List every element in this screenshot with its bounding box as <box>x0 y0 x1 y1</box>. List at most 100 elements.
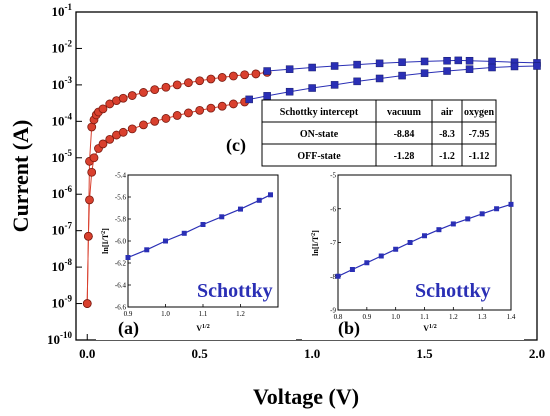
data-point <box>217 73 227 82</box>
inset-x-tick-label: 1.4 <box>507 313 516 321</box>
data-point <box>375 74 384 83</box>
y-tick-label-base: 10 <box>52 296 65 311</box>
inset-data-point <box>335 273 341 279</box>
inset-b-background <box>302 168 524 340</box>
inset-data-point <box>422 233 427 239</box>
data-point <box>443 67 451 75</box>
inset-data-point <box>450 221 456 227</box>
inset-x-tick-label: 1.3 <box>478 313 487 321</box>
inset-y-tick-label: -6.2 <box>115 260 127 268</box>
inset-b-content: 0.8 0.9 1.0 1.1 1.2 1.3 1.4 -9 -8 -7 -6 -5 <box>330 172 516 322</box>
inset-x-tick-label: 1.0 <box>391 313 400 321</box>
inset-data-point <box>268 192 273 198</box>
data-point <box>127 91 137 100</box>
inset-data-point <box>465 216 471 222</box>
y-tick-label-base: 10 <box>52 4 65 19</box>
table-header-cell: Schottky intercept <box>280 107 359 118</box>
table-cell: ON-state <box>300 129 339 140</box>
y-tick-label-exponent: -4 <box>65 111 73 121</box>
inset-b-y-title-exp: 2 <box>311 233 317 236</box>
inset-x-tick-label: 1.0 <box>161 310 170 318</box>
y-tick-label-exponent: -7 <box>65 221 73 231</box>
data-point <box>308 63 316 72</box>
y-tick-label-base: 10 <box>52 150 65 165</box>
data-point <box>83 231 93 241</box>
data-point <box>533 62 541 70</box>
data-point <box>118 127 128 137</box>
inset-y-tick-label: -6.0 <box>115 238 127 246</box>
inset-b-x-title-exp: 1/2 <box>429 324 437 330</box>
y-tick-label-exponent: -3 <box>65 75 73 85</box>
inset-y-tick-label: -7 <box>330 239 336 247</box>
data-point <box>229 99 238 109</box>
inset-x-tick-label: 1.1 <box>199 310 208 318</box>
table-cell: -1.12 <box>469 151 490 162</box>
x-tick-label: 1.5 <box>416 346 433 361</box>
inset-b-x-title-base: V <box>423 324 429 333</box>
data-point <box>285 87 294 96</box>
data-point <box>87 167 97 177</box>
y-tick-label-base: 10 <box>52 40 65 55</box>
inset-data-point <box>436 227 442 233</box>
y-tick-label-base: 10 <box>47 332 60 347</box>
data-point <box>353 60 361 69</box>
schottky-intercept-table: Schottky intercept vacuum air oxygen ON-… <box>261 99 497 167</box>
data-point <box>127 124 137 134</box>
inset-a-y-title: ln[I/T2] <box>101 228 110 254</box>
data-point <box>98 139 108 149</box>
data-point <box>465 65 474 73</box>
data-point <box>172 111 182 120</box>
inset-data-point <box>378 253 384 259</box>
data-point <box>161 82 171 92</box>
table-header-cell: oxygen <box>464 107 494 118</box>
inset-data-point <box>494 206 500 212</box>
data-point <box>454 56 463 65</box>
inset-data-point <box>349 267 355 272</box>
data-point <box>240 70 250 80</box>
inset-data-point <box>125 255 131 260</box>
inset-x-tick-label: 1.2 <box>236 310 245 318</box>
y-tick-label-base: 10 <box>52 223 65 238</box>
data-point <box>195 105 205 115</box>
y-tick-label: 10-9 <box>52 294 73 311</box>
inset-y-tick-label: -6.4 <box>115 282 127 290</box>
data-point <box>206 103 216 113</box>
data-point <box>85 195 94 205</box>
y-tick-label-exponent: -9 <box>65 294 73 304</box>
inset-a-y-title-end: ] <box>101 228 110 231</box>
inset-a-content: 0.9 1.0 1.1 1.2 -6.6 -6.4 -6.2 -6.0 -5.8 -5.6 -5.4 <box>115 172 273 318</box>
data-point <box>217 101 227 111</box>
data-point <box>443 56 451 65</box>
data-point <box>245 95 253 104</box>
data-point <box>398 58 406 66</box>
inset-data-point <box>181 230 187 236</box>
data-point <box>139 88 148 97</box>
inset-b: 0.8 0.9 1.0 1.1 1.2 1.3 1.4 -9 -8 -7 -6 -5 ln[I/T2]… <box>302 168 524 340</box>
data-point <box>375 59 384 68</box>
data-point <box>263 67 271 75</box>
y-tick-label-exponent: -2 <box>65 38 73 48</box>
y-tick-label-base: 10 <box>52 186 65 201</box>
data-point <box>161 114 171 123</box>
inset-data-point <box>163 238 168 244</box>
y-tick-label: 10-8 <box>52 257 73 274</box>
inset-data-point <box>256 197 262 203</box>
data-point <box>420 57 429 66</box>
inset-data-point <box>393 246 399 252</box>
main-x-ticks: 0.0 0.5 1.0 1.5 2.0 <box>79 334 545 361</box>
inset-b-y-title-base: ln[I/T <box>311 235 320 256</box>
main-y-axis-title: Current (A) <box>8 120 33 233</box>
data-point <box>353 77 361 86</box>
inset-x-tick-label: 1.1 <box>420 313 429 321</box>
data-point <box>150 85 160 95</box>
data-point <box>184 78 193 88</box>
data-point <box>118 93 128 103</box>
y-tick-label-exponent: -5 <box>65 148 73 158</box>
y-tick-label-exponent: -10 <box>60 330 72 340</box>
data-point <box>195 76 205 86</box>
inset-a-x-title: V1/2 <box>196 324 209 333</box>
data-point <box>465 56 474 65</box>
y-tick-label: 10-5 <box>52 148 73 165</box>
data-point <box>89 153 99 163</box>
